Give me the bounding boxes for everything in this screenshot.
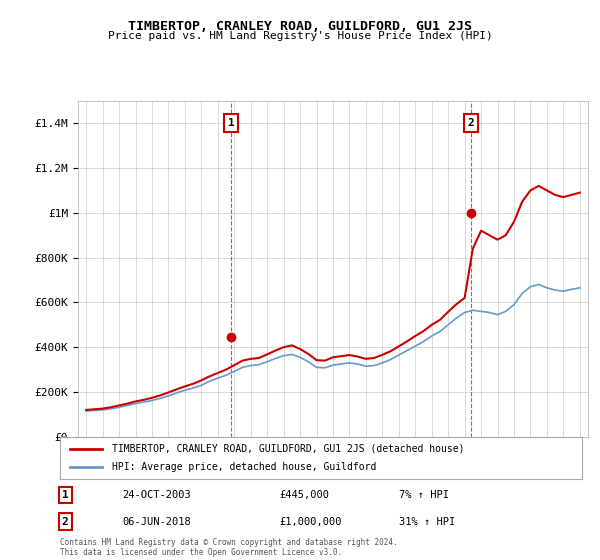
- Text: 2: 2: [62, 517, 68, 526]
- Text: 06-JUN-2018: 06-JUN-2018: [122, 517, 191, 526]
- Text: Contains HM Land Registry data © Crown copyright and database right 2024.
This d: Contains HM Land Registry data © Crown c…: [60, 538, 398, 557]
- Text: 7% ↑ HPI: 7% ↑ HPI: [400, 490, 449, 500]
- Text: TIMBERTOP, CRANLEY ROAD, GUILDFORD, GU1 2JS (detached house): TIMBERTOP, CRANLEY ROAD, GUILDFORD, GU1 …: [112, 444, 465, 454]
- Text: 2: 2: [468, 118, 475, 128]
- Text: HPI: Average price, detached house, Guildford: HPI: Average price, detached house, Guil…: [112, 462, 377, 472]
- Text: £1,000,000: £1,000,000: [279, 517, 342, 526]
- Text: 1: 1: [227, 118, 235, 128]
- Text: £445,000: £445,000: [279, 490, 329, 500]
- Text: 31% ↑ HPI: 31% ↑ HPI: [400, 517, 455, 526]
- Text: TIMBERTOP, CRANLEY ROAD, GUILDFORD, GU1 2JS: TIMBERTOP, CRANLEY ROAD, GUILDFORD, GU1 …: [128, 20, 472, 32]
- Text: Price paid vs. HM Land Registry's House Price Index (HPI): Price paid vs. HM Land Registry's House …: [107, 31, 493, 41]
- Text: 1: 1: [62, 490, 68, 500]
- Text: 24-OCT-2003: 24-OCT-2003: [122, 490, 191, 500]
